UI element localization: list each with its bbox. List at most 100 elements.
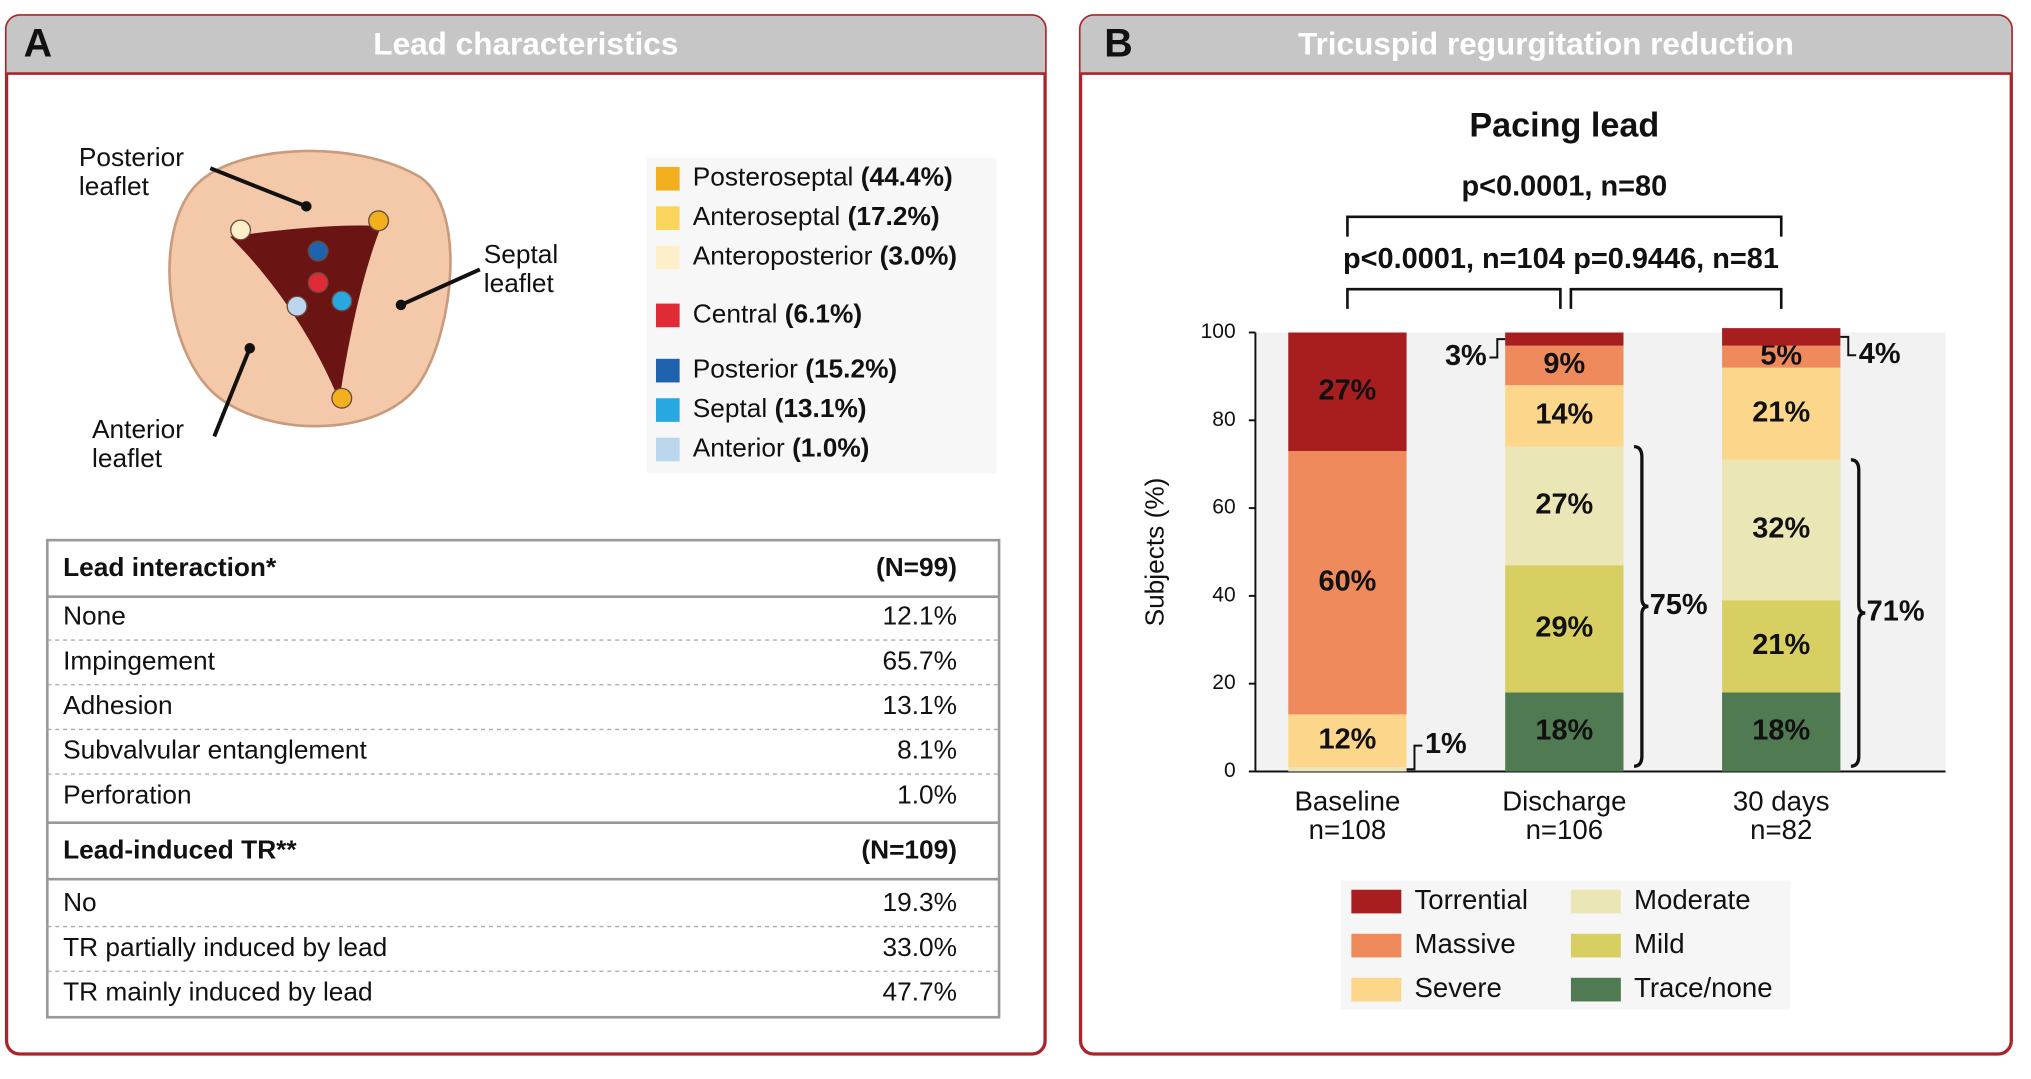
y-tick-label: 80 <box>1212 408 1235 431</box>
pointer <box>400 267 481 307</box>
brace <box>1633 444 1649 768</box>
panel-a-header <box>6 15 1046 74</box>
table-cell: None <box>63 601 126 631</box>
legend-value: (44.4%) <box>861 162 953 192</box>
lead-position <box>230 219 252 241</box>
legend-label: Anteroposterior (3.0%) <box>693 241 957 271</box>
legend-value: (1.0%) <box>792 432 869 462</box>
legend-label: Torrential <box>1414 884 1528 915</box>
value-label: 3% <box>1445 340 1487 372</box>
legend-swatch <box>655 206 680 230</box>
bar-segment <box>1288 332 1407 452</box>
table-cell: 47.7% <box>883 977 957 1007</box>
value-label: 18% <box>1535 715 1593 747</box>
legend-value: (3.0%) <box>880 241 957 271</box>
legend-swatch <box>655 303 680 328</box>
legend-label: Massive <box>1414 928 1515 959</box>
value-label: 27% <box>1318 374 1376 406</box>
legend-box <box>646 157 997 474</box>
legend-swatch <box>1570 933 1621 958</box>
value-label: 29% <box>1535 611 1593 643</box>
value-label: 27% <box>1535 489 1593 521</box>
pointer <box>209 166 308 209</box>
orifice <box>230 225 382 401</box>
value-label: 60% <box>1318 565 1376 597</box>
legend-name: Posteroseptal <box>693 162 854 192</box>
table-cell: Adhesion <box>63 690 173 720</box>
legend-swatch <box>1351 933 1402 958</box>
legend-swatch <box>1351 889 1402 914</box>
brace <box>1850 458 1866 768</box>
label-leader <box>1840 335 1857 357</box>
panel-b-header <box>1080 15 2012 74</box>
bar-segment <box>1505 446 1624 566</box>
legend-name: Central <box>693 298 778 328</box>
legend-name: Anteroposterior <box>693 241 873 271</box>
legend-swatch <box>655 166 680 191</box>
x-tick-sublabel: n=106 <box>1526 814 1604 845</box>
bar-segment <box>1505 692 1624 772</box>
label-leader <box>1406 744 1423 771</box>
value-label: 14% <box>1535 399 1593 431</box>
comparison-label: p<0.0001, n=104 <box>1343 243 1565 275</box>
lead-position <box>331 387 353 409</box>
table-cell: 1.0% <box>897 779 957 809</box>
legend-swatch <box>655 398 680 422</box>
value-label: 18% <box>1752 715 1810 747</box>
brace-label: 75% <box>1650 589 1708 621</box>
panel-letter: B <box>1104 21 1132 65</box>
table-cell: TR partially induced by lead <box>63 932 387 962</box>
bar-segment <box>1722 367 1841 460</box>
legend-label: Mild <box>1634 928 1685 959</box>
value-label: 12% <box>1318 723 1376 755</box>
lead-position <box>307 240 329 262</box>
bar-segment <box>1722 600 1841 693</box>
legend-label: Central (6.1%) <box>693 298 862 328</box>
table-cell: 12.1% <box>883 601 957 631</box>
table-header: (N=109) <box>861 835 957 865</box>
table-frame <box>46 538 1001 1019</box>
x-tick-sublabel: n=82 <box>1750 814 1812 845</box>
panel-title: Tricuspid regurgitation reduction <box>1298 25 1794 61</box>
value-label: 9% <box>1543 348 1585 380</box>
table-cell: No <box>63 887 97 917</box>
comparison-label: p=0.9446, n=81 <box>1573 243 1779 275</box>
value-label: 32% <box>1752 513 1810 545</box>
bar-segment <box>1722 459 1841 601</box>
y-tick-label: 0 <box>1224 759 1236 782</box>
y-axis-label: Subjects (%) <box>1140 478 1170 627</box>
bar-segment <box>1505 345 1624 386</box>
legend-box <box>1340 880 1791 1010</box>
x-tick-sublabel: n=108 <box>1309 814 1387 845</box>
y-tick-label: 40 <box>1212 583 1235 606</box>
diagram-label: Anterior <box>92 414 184 444</box>
legend-swatch <box>655 437 680 462</box>
diagram-label: Septal <box>484 239 558 269</box>
table-header: Lead-induced TR** <box>63 835 297 865</box>
table-cell: 8.1% <box>897 735 957 765</box>
legend-swatch <box>655 245 680 270</box>
bar-segment <box>1505 385 1624 447</box>
legend-label: Posteroseptal (44.4%) <box>693 162 953 192</box>
table-cell: 19.3% <box>883 887 957 917</box>
legend-value: (6.1%) <box>785 298 862 328</box>
bar-segment <box>1505 565 1624 693</box>
table-cell: Impingement <box>63 645 216 675</box>
legend-name: Septal <box>693 393 767 423</box>
value-label: 4% <box>1859 338 1901 370</box>
lead-position <box>368 210 390 232</box>
table-header: Lead interaction* <box>63 552 277 582</box>
value-label: 21% <box>1752 629 1810 661</box>
table-cell: Perforation <box>63 779 191 809</box>
panel-title: Lead characteristics <box>373 25 678 61</box>
x-tick-label: 30 days <box>1733 785 1830 816</box>
legend-label: Septal (13.1%) <box>693 393 867 423</box>
lead-position <box>286 295 308 317</box>
table-header: (N=99) <box>876 552 957 582</box>
chart-title: Pacing lead <box>1469 107 1659 145</box>
lead-position <box>307 272 329 294</box>
legend-swatch <box>1570 977 1621 1002</box>
diagram-label: leaflet <box>79 171 150 201</box>
comparison-bracket <box>1346 287 1562 309</box>
brace-label: 71% <box>1867 596 1925 628</box>
